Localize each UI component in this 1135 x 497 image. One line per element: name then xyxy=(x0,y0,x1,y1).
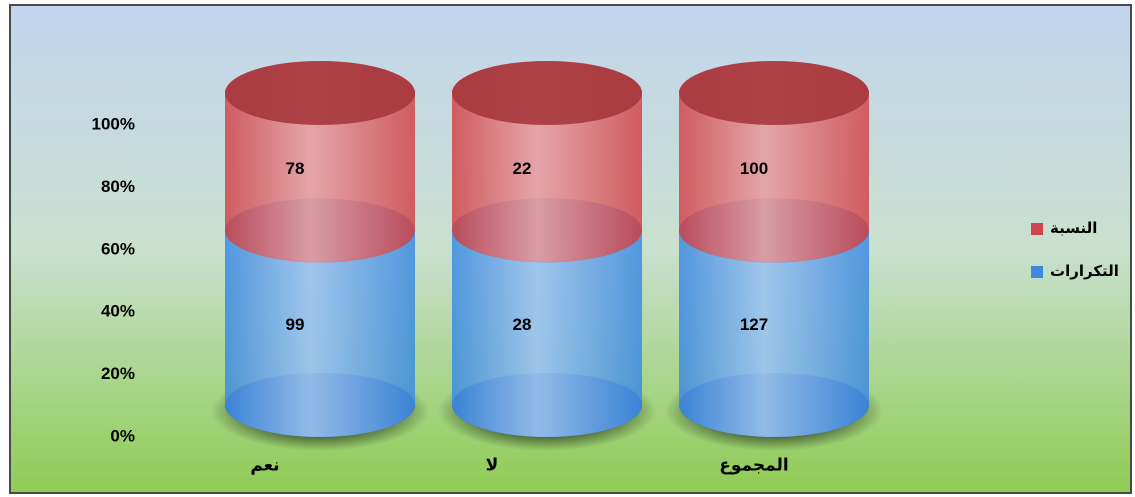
data-label: 100 xyxy=(740,159,768,178)
data-label: 22 xyxy=(513,159,532,178)
x-tick-label: المجموع xyxy=(719,455,789,475)
y-tick-label: 100% xyxy=(92,114,135,133)
x-tick-label: نعم xyxy=(250,455,279,474)
y-tick-label: 0% xyxy=(110,426,135,445)
y-tick-label: 40% xyxy=(101,302,135,321)
cylinder-top xyxy=(452,61,642,125)
data-label: 127 xyxy=(740,315,768,334)
data-label: 78 xyxy=(286,159,305,178)
legend-swatch xyxy=(1031,223,1043,235)
data-label: 99 xyxy=(286,315,305,334)
x-tick-label: لا xyxy=(486,455,499,474)
legend-label: النسبة xyxy=(1050,220,1097,237)
y-tick-label: 60% xyxy=(101,239,135,258)
cylinder-top xyxy=(225,61,415,125)
y-tick-label: 20% xyxy=(101,364,135,383)
cylinder-top xyxy=(679,61,869,125)
legend-swatch xyxy=(1031,266,1043,278)
data-label: 28 xyxy=(513,315,532,334)
legend-label: التكرارات xyxy=(1050,263,1119,280)
y-tick-label: 80% xyxy=(101,177,135,196)
